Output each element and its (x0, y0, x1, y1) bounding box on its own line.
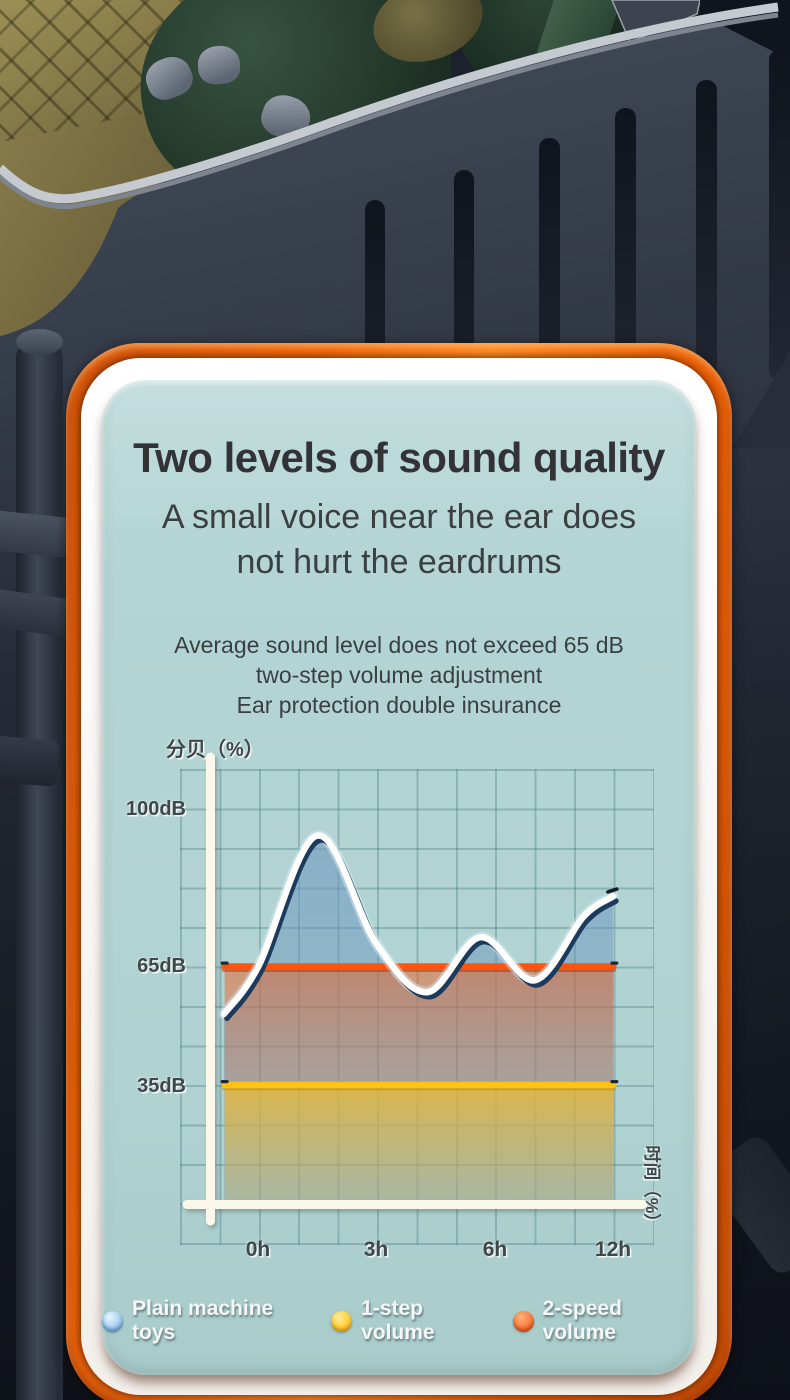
orange-dot-icon (512, 1310, 534, 1332)
subtitle-line: A small voice near the ear does (161, 498, 637, 536)
chart-legend: Plain machine toys 1-step volume 2-speed… (102, 1297, 696, 1345)
x-tick-3h: 3h (363, 1238, 389, 1261)
subtitle-line: not hurt the eardrums (236, 543, 562, 581)
x-axis-label: 时间（%） (642, 1145, 662, 1231)
yellow-dot-icon (331, 1310, 353, 1332)
x-tick-6h: 6h (482, 1238, 508, 1261)
page-subtitle: A small voice near the ear does not hurt… (102, 495, 696, 585)
basket-rim-underside (0, 12, 779, 210)
description: Average sound level does not exceed 65 d… (102, 630, 696, 720)
description-line: Average sound level does not exceed 65 d… (174, 632, 624, 658)
chart-grid (179, 769, 655, 1245)
legend-item-plain-toys: Plain machine toys (102, 1297, 316, 1345)
page-title: Two levels of sound quality (133, 434, 665, 481)
basket-rim (0, 2, 779, 204)
y-tick-35db: 35dB (137, 1075, 186, 1097)
legend-item-2-speed: 2-speed volume (512, 1297, 696, 1345)
legend-label: Plain machine toys (132, 1297, 274, 1344)
y-tick-100db: 100dB (125, 798, 186, 820)
description-line: two-step volume adjustment (255, 662, 543, 688)
x-tick-12h: 12h (594, 1238, 632, 1261)
cart-post-cap (16, 329, 63, 355)
description-line: Ear protection double insurance (236, 692, 562, 718)
y-tick-65db: 65dB (137, 955, 186, 977)
x-tick-0h: 0h (245, 1238, 271, 1261)
legend-label: 2-speed volume (542, 1297, 622, 1344)
legend-label: 1-step volume (361, 1297, 435, 1344)
y-axis-label: 分贝（%） (166, 739, 264, 761)
blue-dot-icon (102, 1310, 123, 1332)
legend-item-1-step: 1-step volume (331, 1297, 497, 1345)
